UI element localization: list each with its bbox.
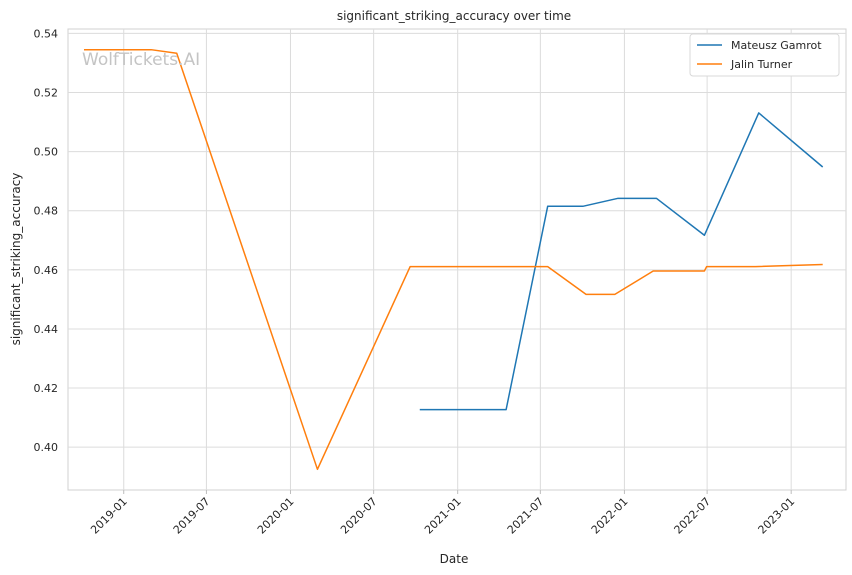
y-tick-label: 0.52: [34, 87, 59, 100]
data-point-mateusz-gamrot: [581, 205, 584, 208]
data-point-mateusz-gamrot: [617, 197, 620, 200]
series-line-jalin-turner: [83, 48, 823, 471]
data-point-jalin-turner: [705, 265, 708, 268]
data-point-jalin-turner: [703, 270, 706, 273]
data-point-jalin-turner: [652, 270, 655, 273]
data-point-jalin-turner: [546, 265, 549, 268]
data-point-mateusz-gamrot: [655, 197, 658, 200]
plot-area: [67, 28, 847, 491]
x-tick-label: 2019-01: [88, 495, 130, 537]
data-point-mateusz-gamrot: [546, 205, 549, 208]
chart-title: significant_striking_accuracy over time: [337, 9, 571, 23]
series-line-mateusz-gamrot: [419, 112, 824, 411]
data-point-mateusz-gamrot: [821, 166, 824, 169]
data-point-jalin-turner: [754, 265, 757, 268]
x-tick-label: 2021-07: [505, 495, 547, 537]
x-tick-label: 2022-01: [589, 495, 631, 537]
data-point-mateusz-gamrot: [757, 111, 760, 114]
x-axis-title: Date: [440, 552, 469, 566]
grid: [68, 29, 846, 490]
y-tick-label: 0.54: [34, 27, 59, 40]
x-tick-label: 2021-01: [422, 495, 464, 537]
data-point-jalin-turner: [409, 265, 412, 268]
data-point-jalin-turner: [316, 468, 319, 471]
y-tick-label: 0.46: [34, 264, 59, 277]
data-point-mateusz-gamrot: [418, 408, 421, 411]
watermark: WolfTickets.AI: [82, 50, 200, 70]
x-tick-label: 2019-07: [171, 495, 213, 537]
y-tick-label: 0.44: [34, 323, 59, 336]
y-tick-label: 0.50: [34, 146, 59, 159]
data-point-jalin-turner: [821, 263, 824, 266]
data-point-jalin-turner: [613, 293, 616, 296]
legend-box: [689, 33, 840, 77]
data-point-jalin-turner: [585, 293, 588, 296]
y-tick-label: 0.42: [34, 382, 59, 395]
data-point-mateusz-gamrot: [505, 408, 508, 411]
y-tick-label: 0.40: [34, 441, 59, 454]
y-axis-title: significant_striking_accuracy: [9, 173, 23, 346]
legend-label-jalin-turner: Jalin Turner: [730, 58, 793, 71]
legend-label-mateusz-gamrot: Mateusz Gamrot: [731, 39, 822, 52]
data-point-mateusz-gamrot: [703, 234, 706, 237]
series-lines: [83, 48, 824, 471]
x-tick-label: 2020-01: [255, 495, 297, 537]
y-tick-label: 0.48: [34, 205, 59, 218]
x-tick-label: 2020-07: [338, 495, 380, 537]
legend: Mateusz Gamrot Jalin Turner: [689, 33, 840, 77]
x-tick-label: 2023-01: [756, 495, 798, 537]
x-tick-label: 2022-07: [672, 495, 714, 537]
